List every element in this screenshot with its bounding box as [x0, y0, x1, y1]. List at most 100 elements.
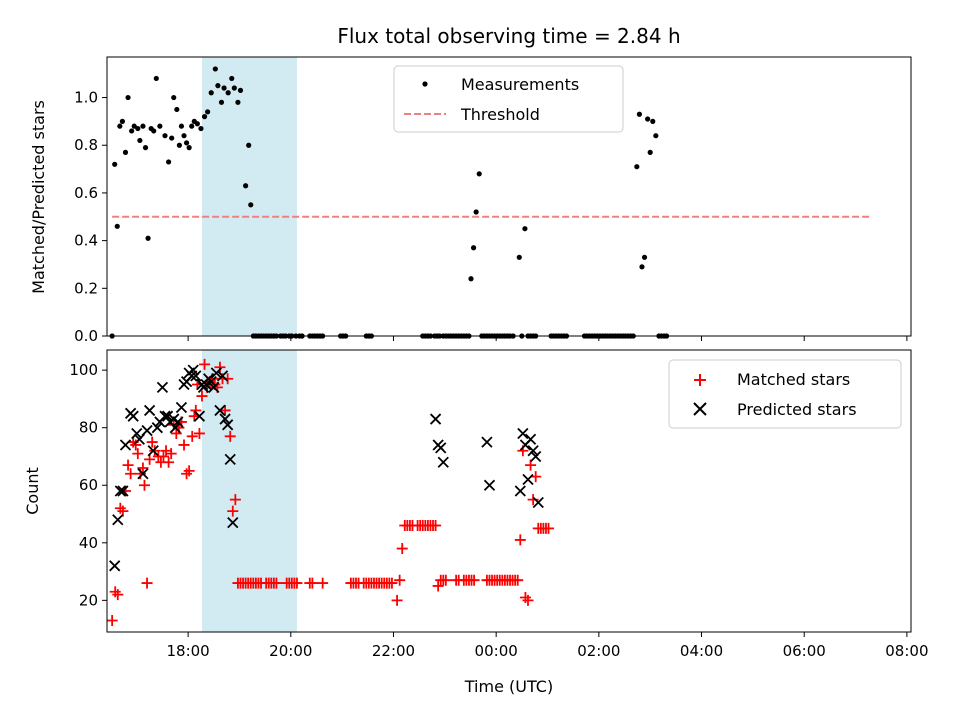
matched-point — [440, 574, 452, 586]
predicted-point — [522, 473, 534, 486]
legend-matched-marker — [694, 374, 706, 386]
predicted-point — [114, 485, 126, 497]
measurement-point — [221, 85, 227, 91]
measurement-point — [169, 135, 175, 141]
top-panel: 0.0 0.2 0.4 0.6 0.8 1.0 Matched/Predicted sta… — [29, 56, 912, 345]
top-y-ticks: 0.0 0.2 0.4 0.6 0.8 1.0 — [74, 89, 107, 345]
predicted-point — [190, 370, 202, 382]
top-y-tick-label: 0.4 — [74, 232, 98, 250]
predicted-point — [161, 410, 174, 422]
matched-point — [188, 410, 200, 422]
top-y-tick-label: 0.2 — [74, 279, 98, 297]
measurement-point — [212, 66, 218, 72]
matched-point — [199, 358, 211, 370]
x-tick-label: 08:00 — [885, 642, 928, 660]
matched-point — [224, 430, 236, 442]
matched-point — [157, 450, 169, 462]
predicted-point — [187, 364, 199, 376]
measurement-point — [181, 133, 187, 139]
bottom-y-tick-label: 40 — [79, 534, 98, 552]
predicted-point — [483, 479, 496, 491]
bottom-panel-frame — [106, 349, 912, 633]
matched-point — [227, 505, 239, 517]
bottom-y-axis-label: Count — [23, 467, 42, 515]
matched-point — [190, 404, 202, 416]
bottom-y-tick-label: 80 — [79, 419, 98, 437]
measurement-point — [473, 209, 479, 215]
predicted-point — [219, 413, 231, 425]
measurement-point — [243, 183, 249, 189]
measurement-point — [237, 87, 244, 93]
top-legend: Measurements Threshold — [393, 65, 624, 133]
measurement-point — [114, 223, 120, 229]
measurement-point — [112, 161, 118, 167]
predicted-point — [208, 381, 220, 394]
predicted-point — [200, 378, 212, 391]
legend-measurements-marker — [422, 81, 428, 87]
matched-point — [522, 594, 534, 606]
matched-point — [178, 439, 190, 451]
measurement-point — [137, 137, 143, 144]
predicted-point — [137, 468, 149, 480]
matched-point — [219, 404, 231, 416]
measurement-point — [142, 145, 149, 151]
measurement-point — [476, 171, 482, 177]
predicted-point — [169, 422, 181, 434]
count-points — [106, 358, 555, 626]
predicted-point — [527, 445, 539, 457]
x-tick-label: 04:00 — [680, 642, 723, 660]
matched-point — [291, 577, 303, 589]
matched-point — [214, 361, 226, 373]
bottom-y-ticks: 20 40 60 80 100 — [69, 361, 107, 609]
measurement-point — [636, 111, 643, 117]
measurement-point — [516, 254, 522, 260]
predicted-point — [151, 422, 163, 434]
measurement-point — [645, 116, 651, 122]
measurement-point — [129, 128, 135, 134]
predicted-point — [119, 439, 132, 451]
legend-threshold-label: Threshold — [460, 105, 540, 124]
measurement-point — [639, 264, 645, 270]
measurement-point — [653, 133, 659, 139]
predicted-point — [530, 450, 542, 463]
matched-point — [186, 430, 198, 442]
observing-span — [201, 57, 297, 336]
measurement-point — [470, 245, 477, 251]
matched-point — [130, 439, 142, 451]
predicted-point — [156, 381, 169, 394]
matched-point — [468, 574, 480, 586]
matched-point — [391, 594, 403, 606]
predicted-point — [109, 560, 121, 572]
predicted-point — [143, 404, 156, 417]
predicted-point — [435, 442, 447, 454]
predicted-point — [222, 419, 234, 431]
measurement-point — [153, 75, 159, 82]
measurement-point — [117, 123, 123, 129]
predicted-point — [193, 410, 206, 422]
top-y-tick-label: 0.0 — [74, 327, 98, 345]
matched-point — [222, 373, 234, 385]
measurement-point — [140, 123, 146, 129]
x-tick-label: 00:00 — [475, 642, 518, 660]
matched-point — [193, 427, 205, 439]
x-tick-label: 22:00 — [372, 642, 415, 660]
measurement-point — [246, 142, 252, 148]
measurement-point — [135, 125, 141, 132]
matched-point — [317, 577, 329, 589]
matched-point — [229, 494, 241, 506]
measurement-point — [198, 125, 204, 132]
bottom-legend: Matched stars Predicted stars — [668, 359, 902, 429]
bottom-y-tick-label: 20 — [79, 591, 98, 609]
predicted-point — [172, 416, 184, 428]
bottom-y-tick-label: 100 — [69, 361, 98, 379]
measurement-point — [162, 133, 168, 139]
measurement-point — [166, 159, 172, 165]
measurement-point — [225, 90, 231, 96]
predicted-point — [227, 517, 239, 529]
top-panel-frame — [106, 56, 912, 337]
matched-point — [430, 520, 442, 532]
predicted-point — [112, 514, 124, 526]
measurement-point — [231, 85, 237, 91]
measurement-point — [235, 99, 241, 105]
